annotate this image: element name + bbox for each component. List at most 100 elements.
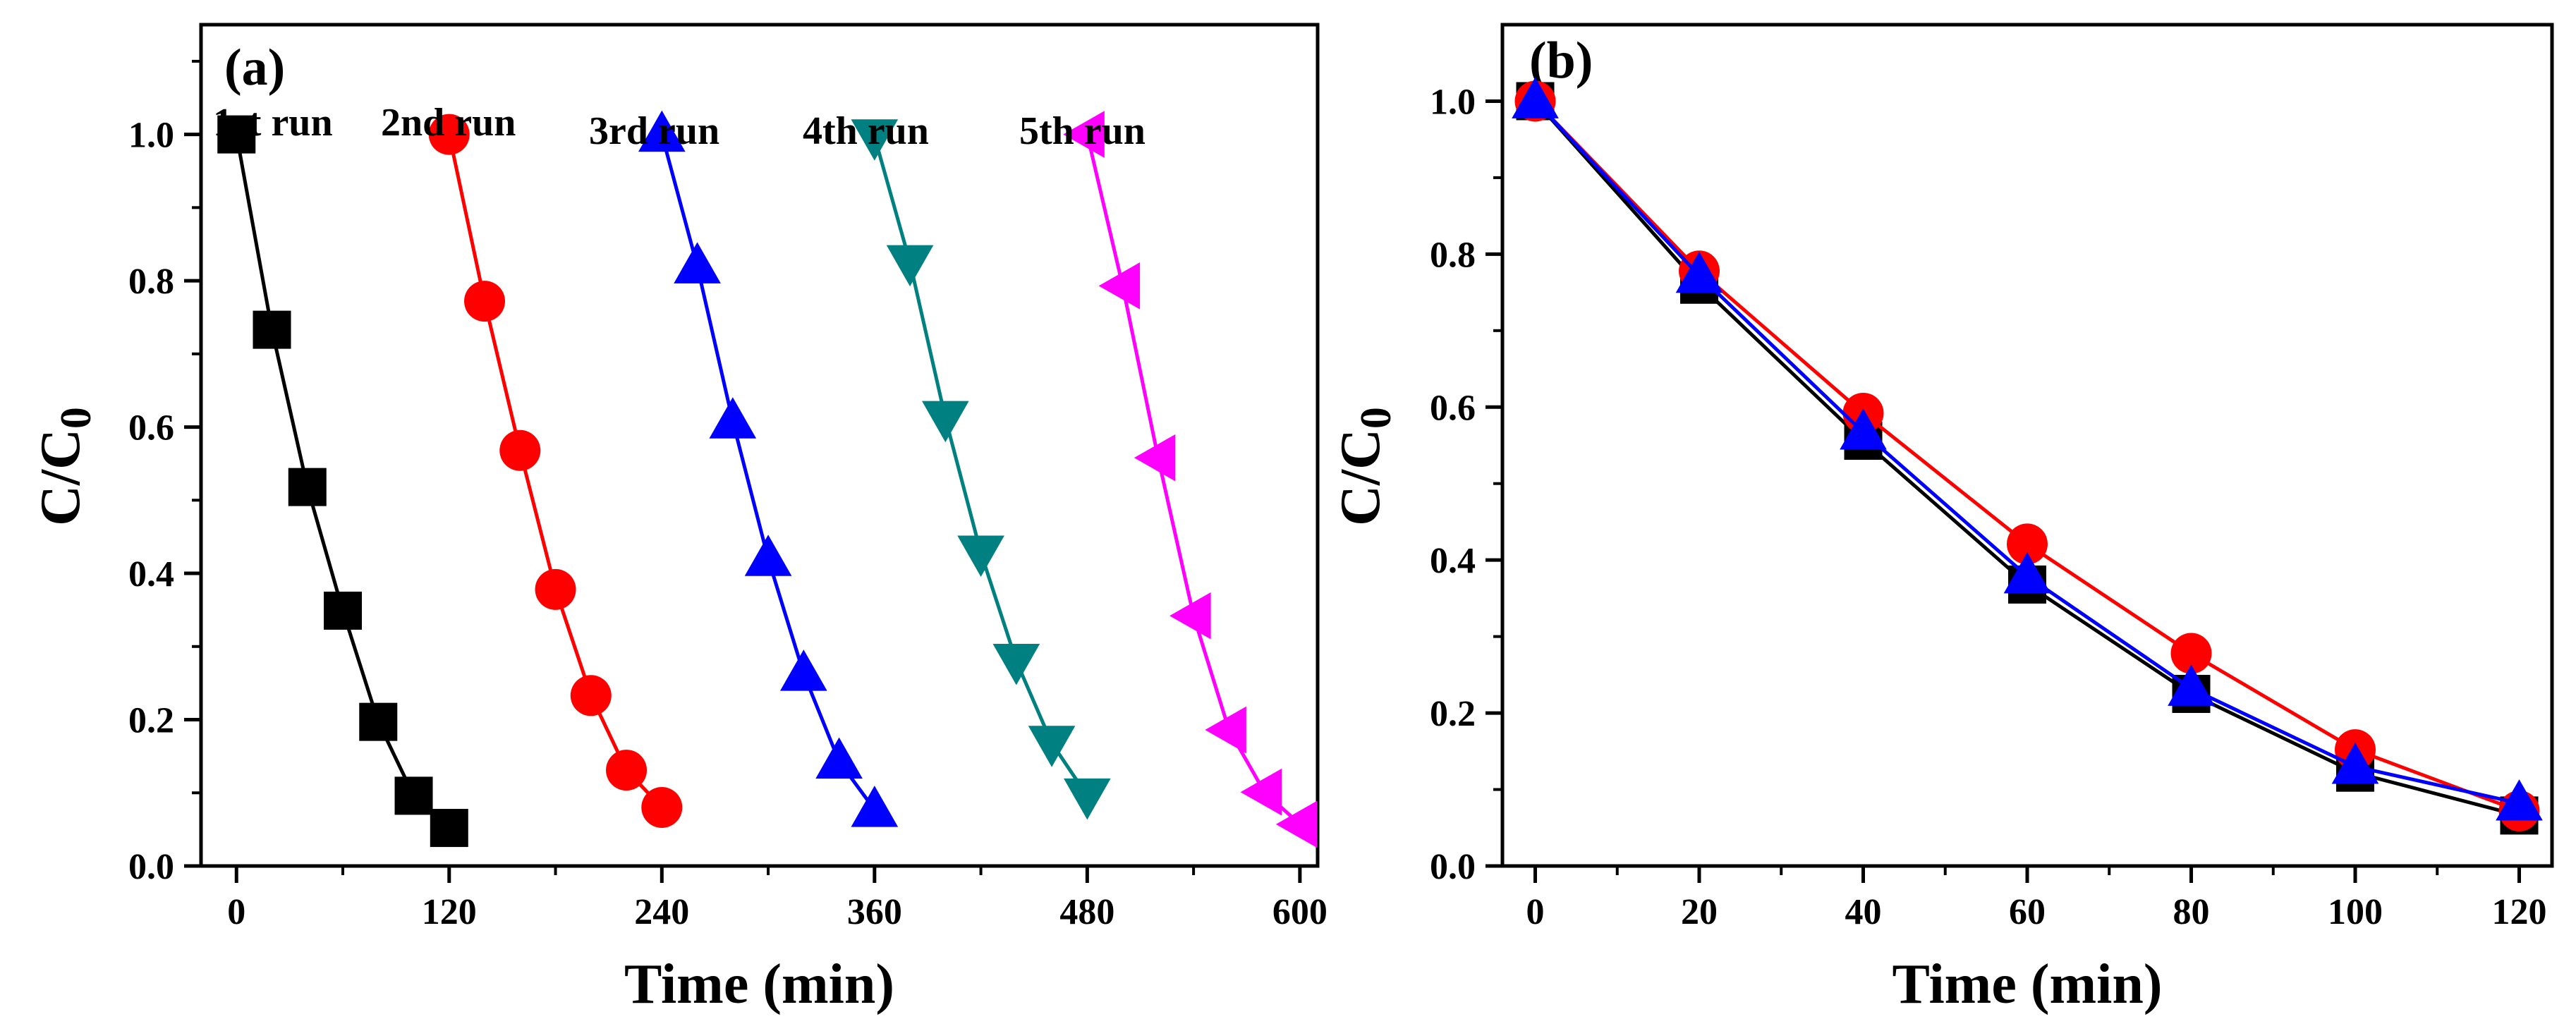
data-point: [1134, 434, 1176, 482]
y-tick-label: 0.0: [128, 847, 174, 887]
data-point: [1098, 262, 1141, 310]
run-label: 4th run: [803, 109, 929, 153]
data-point: [1275, 800, 1318, 848]
x-tick-label: 480: [1059, 892, 1114, 932]
y-tick-label: 1.0: [128, 116, 174, 156]
data-point: [886, 245, 934, 287]
data-point: [1063, 111, 1105, 158]
data-point: [324, 591, 363, 630]
data-point: [1205, 706, 1246, 754]
data-point: [1240, 768, 1282, 816]
data-point: [957, 535, 1004, 577]
y-axis-title-main: C/C: [30, 429, 92, 526]
run-label: 2nd run: [381, 101, 516, 145]
data-point: [638, 110, 686, 152]
series-5: 5th run: [1019, 109, 1318, 848]
panel-label: (a): [224, 39, 285, 97]
data-point: [2003, 551, 2051, 594]
data-point: [288, 468, 327, 506]
x-tick-label: 120: [2492, 892, 2547, 932]
x-tick-label: 100: [2328, 892, 2383, 932]
data-point: [641, 787, 683, 829]
y-tick-label: 0.0: [1430, 847, 1476, 887]
run-label: 3rd run: [589, 109, 719, 153]
panel-label: (b): [1529, 32, 1593, 90]
y-tick-label: 0.8: [128, 262, 174, 302]
x-tick-label: 20: [1681, 892, 1718, 932]
data-point: [1840, 408, 1887, 450]
x-tick-label: 360: [847, 892, 902, 932]
series-line: [660, 133, 876, 811]
data-point: [2170, 633, 2212, 674]
data-point: [217, 115, 256, 154]
chart-panel-b: 0 20 40 60 80 100 120 0.0 0.2 0.4 0.6 0.8 1.0 Time (m…: [1330, 23, 2554, 1015]
series-1: [1516, 82, 2539, 835]
data-point: [2007, 523, 2048, 565]
data-point: [2496, 779, 2543, 821]
data-point: [851, 786, 899, 827]
data-point: [2331, 743, 2379, 784]
data-point: [744, 535, 792, 576]
series-line: [873, 136, 1089, 797]
y-tick-label: 0.8: [1430, 235, 1476, 275]
data-point: [570, 675, 612, 716]
series-line: [1533, 99, 2520, 813]
series-line: [234, 134, 451, 829]
run-label: 5th run: [1019, 109, 1146, 153]
y-axis-title-subscript: 0: [1352, 407, 1400, 429]
series-3: [1512, 77, 2543, 821]
data-point: [992, 644, 1040, 685]
y-axis-title-main: C/C: [1330, 429, 1392, 526]
series-1: 1st run: [213, 101, 468, 848]
plot-frame: [199, 23, 1320, 868]
data-point: [922, 401, 969, 443]
data-point: [606, 750, 648, 791]
data-point: [779, 649, 827, 691]
y-tick-label: 0.6: [128, 408, 174, 449]
series-line: [1533, 99, 2520, 817]
data-point: [1064, 778, 1111, 820]
data-point: [428, 114, 470, 155]
series-line: [1085, 134, 1301, 826]
series-4: 4th run: [803, 109, 1111, 820]
x-axis-title: Time (min): [1892, 953, 2163, 1015]
series-line: [1533, 99, 2520, 805]
data-point: [1675, 251, 1723, 293]
data-point: [2168, 664, 2215, 706]
y-tick-label: 0.2: [128, 701, 174, 741]
series-2: 2nd run: [381, 101, 683, 829]
data-point: [359, 702, 398, 741]
series-2: [1514, 80, 2540, 831]
y-tick-label: 0.2: [1430, 694, 1476, 734]
data-point: [709, 397, 757, 439]
x-tick-label: 600: [1272, 892, 1328, 932]
data-point: [535, 568, 576, 610]
x-axis-title: Time (min): [624, 953, 894, 1015]
series-line: [447, 134, 664, 809]
data-point: [815, 737, 863, 779]
data-point: [1028, 726, 1076, 767]
data-point: [851, 119, 899, 161]
data-point: [499, 429, 541, 471]
x-tick-label: 0: [1526, 892, 1545, 932]
chart-panel-a: 0 120 240 360 480 600 0.0 0.2 0.4 0.6 0.8 1.0 Time (…: [30, 23, 1328, 1015]
x-tick-label: 120: [422, 892, 477, 932]
data-point: [394, 776, 433, 815]
data-point: [1169, 592, 1211, 640]
y-tick-label: 1.0: [1430, 82, 1476, 122]
data-point: [253, 310, 291, 349]
x-tick-label: 80: [2173, 892, 2210, 932]
y-axis-title-subscript: 0: [52, 407, 100, 429]
y-axis-title: C/C0: [30, 407, 100, 526]
y-tick-label: 0.4: [128, 554, 174, 594]
y-tick-label: 0.4: [1430, 541, 1476, 581]
x-tick-label: 240: [634, 892, 689, 932]
data-point: [674, 242, 721, 283]
data-point: [430, 809, 468, 848]
y-tick-label: 0.6: [1430, 388, 1476, 428]
data-point: [1512, 77, 1559, 118]
x-tick-label: 60: [2009, 892, 2046, 932]
y-axis-title: C/C0: [1330, 407, 1400, 526]
run-label: 1st run: [213, 101, 333, 145]
